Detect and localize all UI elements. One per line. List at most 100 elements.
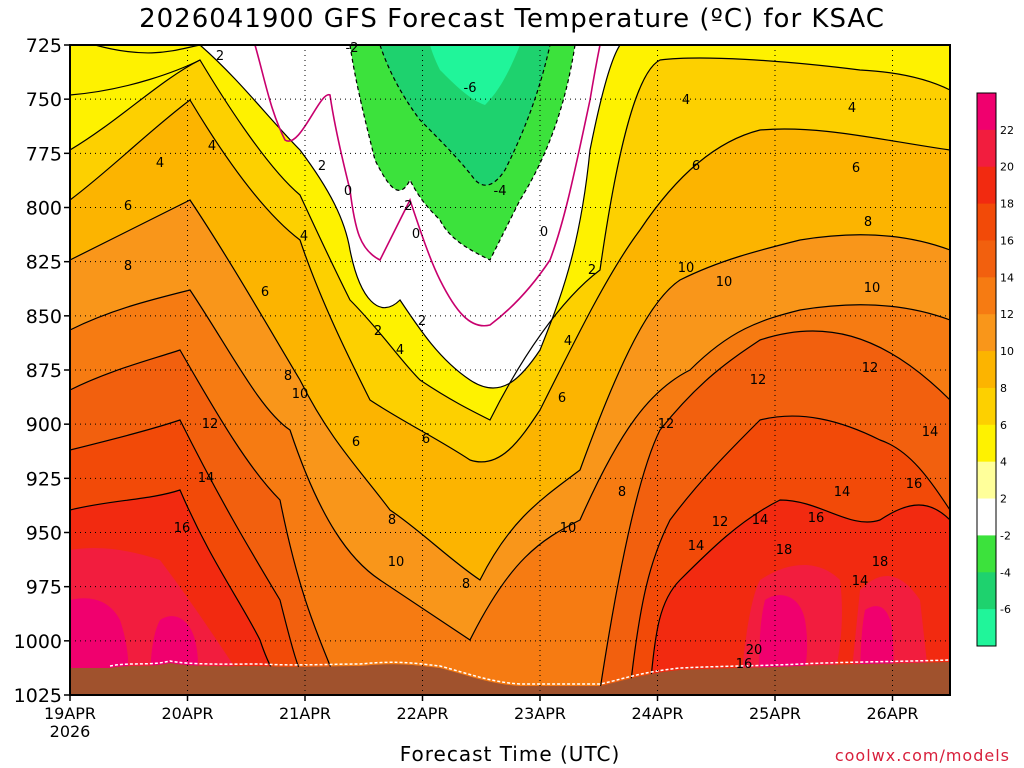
contour-label: 18 bbox=[872, 555, 889, 570]
contour-label: 14 bbox=[922, 425, 939, 440]
contour-label: 2 bbox=[216, 49, 224, 64]
x-tick-label: 25APR bbox=[749, 704, 801, 723]
contour-label: 10 bbox=[678, 261, 695, 276]
contour-label: 4 bbox=[682, 93, 690, 108]
y-tick-label: 1000 bbox=[14, 631, 62, 653]
contour-label: -4 bbox=[494, 184, 507, 199]
colorbar-swatch bbox=[977, 609, 996, 647]
x-tick-label: 24APR bbox=[631, 704, 683, 723]
contour-label: 14 bbox=[834, 485, 851, 500]
contour-label: 10 bbox=[388, 555, 405, 570]
colorbar-frame bbox=[976, 92, 997, 647]
contour-line bbox=[70, 99, 950, 463]
y-axis: 725 750 775 800 825 850 875 900 925 950 975 1000 102… bbox=[14, 35, 70, 707]
contour-label: 14 bbox=[688, 539, 705, 554]
colorbar-swatch bbox=[977, 498, 996, 536]
contour-label: 20 bbox=[746, 643, 763, 658]
y-tick-label: 775 bbox=[26, 143, 62, 165]
x-tick-label: 19APR bbox=[44, 704, 96, 723]
y-tick-label: 950 bbox=[26, 523, 62, 545]
contour-label: 10 bbox=[716, 275, 733, 290]
contour-line bbox=[379, 45, 551, 186]
contour-label: 10 bbox=[864, 281, 881, 296]
contour-label: 14 bbox=[852, 574, 869, 589]
contour-line bbox=[70, 289, 950, 641]
colorbar-swatch bbox=[977, 314, 996, 352]
contour-label: 8 bbox=[124, 259, 132, 274]
y-tick-label: 1025 bbox=[14, 685, 62, 707]
x-tick-label: 26APR bbox=[866, 704, 918, 723]
ground-shading bbox=[70, 662, 950, 695]
contour-label: 16 bbox=[736, 657, 753, 672]
x-axis: 19APR 20APR 21APR 22APR 23APR 24APR 25APR 26APR… bbox=[44, 695, 919, 741]
colorbar-label: -4 bbox=[1000, 566, 1011, 579]
contour-label: 12 bbox=[750, 373, 767, 388]
contour-line bbox=[70, 415, 950, 691]
contour-label: 0 bbox=[540, 225, 548, 240]
freezing-line bbox=[254, 45, 601, 327]
colorbar-swatch bbox=[977, 240, 996, 278]
contour-line bbox=[199, 45, 621, 389]
colorbar-swatch bbox=[977, 203, 996, 241]
contour-label: 2 bbox=[588, 263, 596, 278]
contour-label: 2 bbox=[318, 159, 326, 174]
contour-label: 4 bbox=[396, 343, 404, 358]
credit-link[interactable]: coolwx.com/models bbox=[834, 746, 1010, 765]
y-tick-label: 825 bbox=[26, 252, 62, 274]
y-tick-label: 975 bbox=[26, 577, 62, 599]
contour-label: 8 bbox=[864, 215, 872, 230]
colorbar-swatch bbox=[977, 277, 996, 315]
contour-label: -2 bbox=[346, 41, 359, 56]
x-tick-label: 23APR bbox=[514, 704, 566, 723]
x-tick-label: 22APR bbox=[396, 704, 448, 723]
colorbar-label: 16 bbox=[1000, 234, 1014, 247]
grid-lines bbox=[70, 45, 950, 695]
contour-line bbox=[94, 45, 201, 54]
colorbar-label: -6 bbox=[1000, 603, 1011, 616]
contour-label: -6 bbox=[464, 81, 477, 96]
y-tick-label: 850 bbox=[26, 306, 62, 328]
colorbar-label: 22 bbox=[1000, 124, 1014, 137]
contour-label: 0 bbox=[344, 184, 352, 199]
contour-label: 8 bbox=[618, 485, 626, 500]
y-tick-label: 725 bbox=[26, 35, 62, 57]
contour-line bbox=[349, 45, 576, 261]
contour-label: 6 bbox=[852, 161, 860, 176]
contour-label: 6 bbox=[692, 159, 700, 174]
contour-label: 6 bbox=[124, 199, 132, 214]
contour-label: 8 bbox=[462, 577, 470, 592]
contour-label: 8 bbox=[284, 369, 292, 384]
contour-label: 6 bbox=[261, 285, 269, 300]
contour-label: 10 bbox=[292, 387, 309, 402]
contour-label: 14 bbox=[752, 513, 769, 528]
contour-label: -2 bbox=[400, 199, 413, 214]
colorbar-label: 14 bbox=[1000, 271, 1014, 284]
x-tick-label: 21APR bbox=[279, 704, 331, 723]
colorbar-swatch bbox=[977, 93, 996, 131]
colorbar-label: 6 bbox=[1000, 419, 1007, 432]
colorbar-swatch bbox=[977, 424, 996, 463]
contour-label: 4 bbox=[564, 334, 572, 349]
contour-label: 18 bbox=[776, 543, 793, 558]
contour-line bbox=[70, 199, 950, 581]
colorbar-label: 10 bbox=[1000, 345, 1014, 358]
contour-label: 14 bbox=[198, 471, 215, 486]
colorbar-label: 20 bbox=[1000, 161, 1014, 174]
x-year-label: 2026 bbox=[50, 722, 91, 741]
contour-label: 6 bbox=[558, 391, 566, 406]
contour-label: 12 bbox=[712, 515, 729, 530]
colorbar-swatch bbox=[977, 572, 996, 610]
y-tick-label: 750 bbox=[26, 89, 62, 111]
colorbar-swatch bbox=[977, 461, 996, 500]
x-axis-title: Forecast Time (UTC) bbox=[399, 742, 621, 766]
contour-line bbox=[70, 489, 950, 691]
band-below-minus-6 bbox=[430, 45, 520, 105]
colorbar-swatch bbox=[977, 166, 996, 205]
contour-label: 4 bbox=[848, 101, 856, 116]
band-16-18 bbox=[70, 490, 950, 695]
contour-label: 6 bbox=[352, 435, 360, 450]
chart-title: 2026041900 GFS Forecast Temperature (ºC)… bbox=[139, 4, 885, 34]
contour-label: 4 bbox=[156, 156, 164, 171]
